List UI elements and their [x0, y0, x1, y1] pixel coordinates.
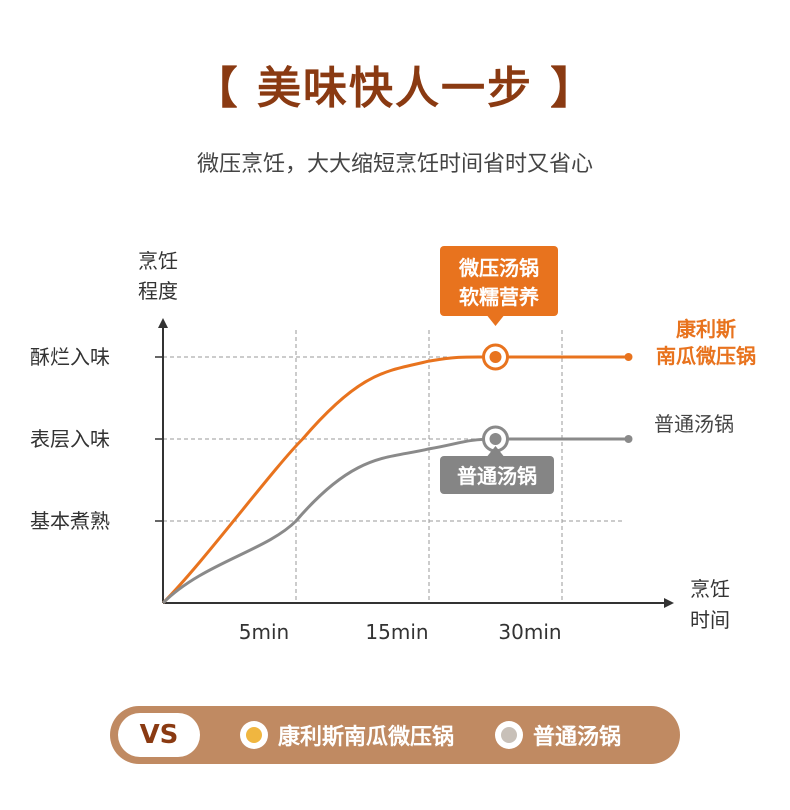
series-label-kangli: 南瓜微压锅 [656, 344, 756, 368]
legend-item-kangli: 康利斯南瓜微压锅 [240, 706, 454, 764]
series-label-normal: 普通汤锅 [654, 412, 734, 436]
y-axis-title: 烹饪 [138, 249, 178, 273]
series-end-point [624, 353, 633, 361]
y-level-label: 酥烂入味 [30, 345, 110, 369]
legend-label-kangli: 康利斯南瓜微压锅 [278, 725, 455, 750]
y-axis-arrow [158, 318, 168, 328]
chart-axes [155, 318, 674, 608]
callout-box-normal [440, 456, 554, 494]
series-label-kangli: 康利斯 [676, 317, 736, 341]
chart-series [161, 343, 633, 605]
x-axis-title: 烹饪 [690, 577, 730, 601]
callout-box-kangli [440, 246, 558, 316]
legend-bar: VS 康利斯南瓜微压锅 普通汤锅 [110, 706, 680, 764]
kangli-curve [161, 355, 629, 605]
series-end-point [624, 435, 633, 443]
y-level-label: 表层入味 [30, 427, 110, 451]
callout-pointer [487, 446, 504, 456]
callout-text-kangli: 软糯营养 [459, 285, 539, 309]
orange-dot-icon [240, 721, 268, 749]
callout-text-kangli: 微压汤锅 [458, 256, 539, 280]
vs-badge: VS [118, 713, 200, 757]
marker-center [489, 351, 502, 363]
marker-center [489, 433, 502, 445]
x-tick-label: 15min [365, 620, 428, 644]
y-axis-title: 程度 [138, 279, 178, 303]
callout-text-normal: 普通汤锅 [457, 464, 537, 488]
x-tick-label: 5min [239, 620, 289, 644]
normal-curve [161, 437, 629, 605]
callout-pointer [487, 316, 504, 326]
x-axis-title: 时间 [690, 608, 730, 632]
page-title: 【 美味快人一步 】 [193, 63, 597, 114]
legend-label-normal: 普通汤锅 [533, 725, 622, 750]
grid-lines [163, 330, 622, 603]
x-tick-label: 30min [498, 620, 561, 644]
page-subtitle: 微压烹饪，大大缩短烹饪时间省时又省心 [196, 152, 593, 177]
legend-item-normal: 普通汤锅 [495, 706, 621, 764]
gray-dot-icon [495, 721, 523, 749]
x-axis-arrow [664, 598, 674, 608]
y-level-label: 基本煮熟 [30, 509, 110, 533]
